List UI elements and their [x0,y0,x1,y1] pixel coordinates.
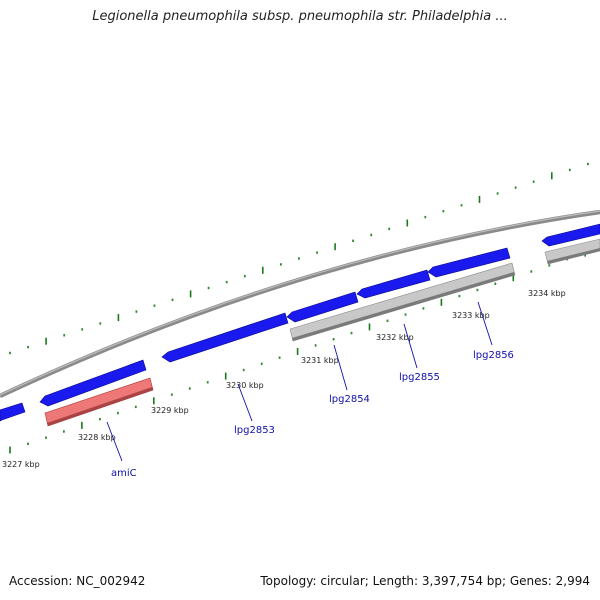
leader-lpg2856 [477,301,493,346]
gene-lpg2854[interactable] [286,291,359,323]
scale-labels: 3227 kbp 3228 kbp 3229 kbp 3230 kbp 3231… [2,289,566,469]
gene-labels: amiC lpg2853 lpg2854 lpg2855 lpg2856 [111,350,514,479]
genome-summary-text: Topology: circular; Length: 3,397,754 bp… [260,574,590,588]
kbp-label: 3229 kbp [151,406,189,415]
tick-rows [9,162,589,454]
gene-amic-shadow [47,387,153,426]
leader-lpg2853 [237,383,253,422]
gene-lpg2853[interactable] [161,312,289,363]
forward-strand [0,223,600,422]
gene-forward-left-edge[interactable] [0,402,26,422]
gene-lpg2856[interactable] [427,247,511,278]
gene-reverse-grey-2-shadow [547,248,600,264]
gene-reverse-grey-1-shadow [292,272,515,341]
leader-amic [106,421,123,462]
kbp-label: 3230 kbp [226,381,264,390]
reverse-strand [44,238,600,427]
leader-lpg2854 [333,344,348,391]
accession-text: Accession: NC_002942 [9,574,146,588]
kbp-label: 3228 kbp [78,433,116,442]
gene-forward-before-amic[interactable] [39,359,147,407]
genome-backbone-highlight [0,210,600,396]
leader-lpg2855 [403,323,418,369]
gene-label-lpg2853[interactable]: lpg2853 [234,425,275,436]
gene-forward-right-edge[interactable] [541,223,600,247]
kbp-label: 3233 kbp [452,311,490,320]
kbp-label: 3234 kbp [528,289,566,298]
gene-label-lpg2854[interactable]: lpg2854 [329,394,370,405]
gene-label-amic[interactable]: amiC [111,468,137,479]
kbp-label: 3232 kbp [376,333,414,342]
gene-lpg2855[interactable] [356,269,431,299]
gene-label-lpg2855[interactable]: lpg2855 [399,372,440,383]
gene-reverse-grey-2[interactable] [544,238,600,265]
genome-title: Legionella pneumophila subsp. pneumophil… [92,9,508,24]
label-leaders [106,301,493,462]
kbp-label: 3231 kbp [301,356,339,365]
kbp-label: 3227 kbp [2,460,40,469]
genome-backbone [0,209,600,399]
gene-label-lpg2856[interactable]: lpg2856 [473,350,514,361]
